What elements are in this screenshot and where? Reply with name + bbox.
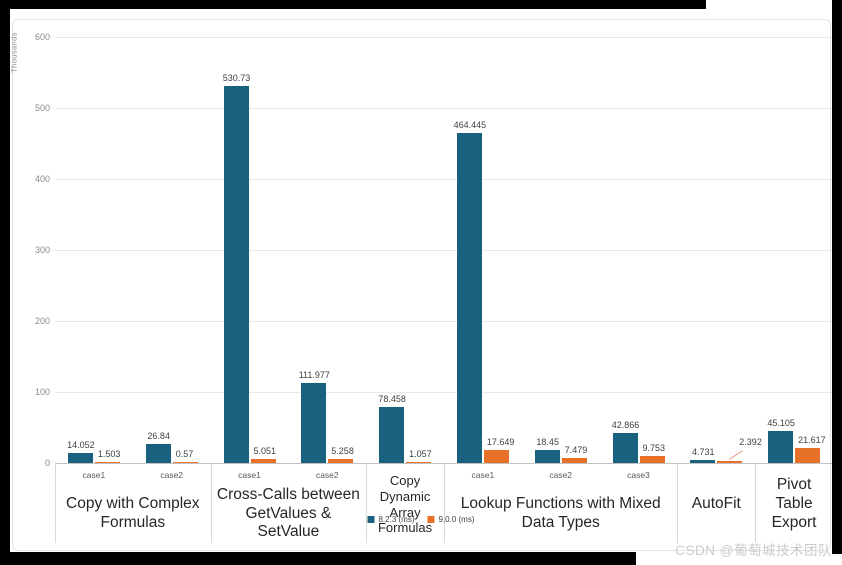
gridline: [55, 179, 833, 180]
value-label-v900: 0.57: [175, 448, 194, 459]
bar-v823: [768, 430, 794, 463]
category-band-separator: [366, 463, 368, 543]
legend-label: 9.0.0 (ms): [438, 515, 475, 524]
value-label-v823: 111.977: [298, 370, 330, 381]
value-label-v823: 45.105: [767, 417, 795, 428]
case-axis-label: case2: [549, 470, 573, 480]
legend-swatch-icon: [367, 516, 375, 523]
bar-v900: [483, 450, 509, 463]
watermark: CSDN @葡萄城技术团队: [675, 543, 832, 558]
bar-v900: [639, 456, 665, 463]
bar-v823: [379, 407, 405, 463]
category-band-separator: [210, 463, 212, 543]
frame-top-border: [0, 0, 706, 9]
y-tick-label: 600: [34, 32, 50, 42]
category-group-label: Cross-Calls between GetValues & SetValue: [216, 485, 360, 541]
value-label-v900: 2.392: [739, 437, 762, 448]
category-band-separator: [55, 463, 56, 543]
value-label-v900: 9.753: [642, 443, 666, 454]
bar-v823: [223, 86, 249, 463]
category-group-label: Lookup Functions with Mixed Data Types: [460, 495, 661, 531]
bar-v900: [250, 459, 276, 463]
value-label-v823: 14.052: [67, 440, 95, 451]
bar-v900: [94, 461, 120, 463]
value-label-v823: 78.458: [378, 394, 406, 405]
value-label-v823: 530.73: [222, 73, 251, 84]
category-group-label: Copy Dynamic Array Formulas: [377, 472, 433, 536]
gridline: [55, 37, 833, 38]
y-tick-label: 400: [34, 174, 50, 184]
legend-item: 9.0.0 (ms): [427, 515, 475, 524]
value-label-v900: 21.617: [798, 434, 826, 445]
legend-item: 8.2.3 (ms): [367, 515, 415, 524]
value-label-v900: 1.503: [97, 448, 121, 459]
y-tick-label: 0: [44, 458, 50, 468]
category-group-label: Pivot Table Export: [771, 476, 817, 531]
frame-right-border: [832, 0, 842, 554]
y-tick-label: 200: [34, 316, 50, 326]
case-axis-label: case1: [471, 470, 495, 480]
category-group-label: AutoFit: [691, 495, 741, 513]
gridline: [55, 321, 833, 322]
bar-v823: [67, 453, 93, 463]
value-label-v823: 464.445: [453, 120, 487, 131]
value-label-v900: 1.057: [409, 448, 432, 459]
value-label-v900: 5.258: [331, 446, 354, 457]
bar-v900: [406, 461, 432, 463]
value-label-v823: 26.84: [147, 430, 170, 441]
bar-v900: [328, 459, 354, 463]
bar-v823: [145, 443, 171, 463]
value-label-v900: 7.479: [564, 444, 588, 455]
chart-legend: 8.2.3 (ms) 9.0.0 (ms): [367, 515, 475, 524]
case-axis-label: case1: [238, 470, 261, 480]
value-label-v823: 42.866: [611, 419, 640, 430]
frame-bottom-border: [0, 552, 636, 565]
category-group-label: Copy with Complex Formulas: [66, 495, 200, 531]
bar-v900: [795, 447, 821, 463]
bar-v823: [301, 383, 327, 463]
y-tick-label: 500: [34, 103, 50, 113]
bar-v900: [717, 461, 743, 463]
value-label-v823: 18.45: [536, 436, 559, 447]
bar-v823: [612, 432, 638, 463]
frame-left-border: [0, 0, 10, 565]
gridline: [55, 392, 833, 393]
case-axis-label: case3: [627, 470, 650, 480]
y-tick-label: 300: [34, 245, 50, 255]
bar-v823: [534, 449, 560, 463]
bar-v823: [690, 459, 716, 463]
case-axis-label: case2: [315, 470, 339, 480]
legend-label: 8.2.3 (ms): [378, 515, 415, 524]
y-tick-label: 100: [34, 387, 50, 397]
bar-v900: [561, 457, 587, 463]
category-band-separator: [755, 463, 757, 543]
gridline: [55, 108, 833, 109]
category-band-separator: [677, 463, 679, 543]
bar-v900: [172, 461, 198, 463]
case-axis-label: case2: [160, 470, 184, 480]
value-label-v900: 17.649: [486, 437, 515, 448]
case-axis-label: case1: [82, 470, 106, 480]
value-label-v823: 4.731: [692, 446, 715, 457]
value-label-v900: 5.051: [253, 446, 277, 457]
gridline: [55, 250, 833, 251]
category-band-separator: [444, 463, 445, 543]
legend-swatch-icon: [427, 516, 435, 523]
bar-v823: [456, 133, 482, 463]
